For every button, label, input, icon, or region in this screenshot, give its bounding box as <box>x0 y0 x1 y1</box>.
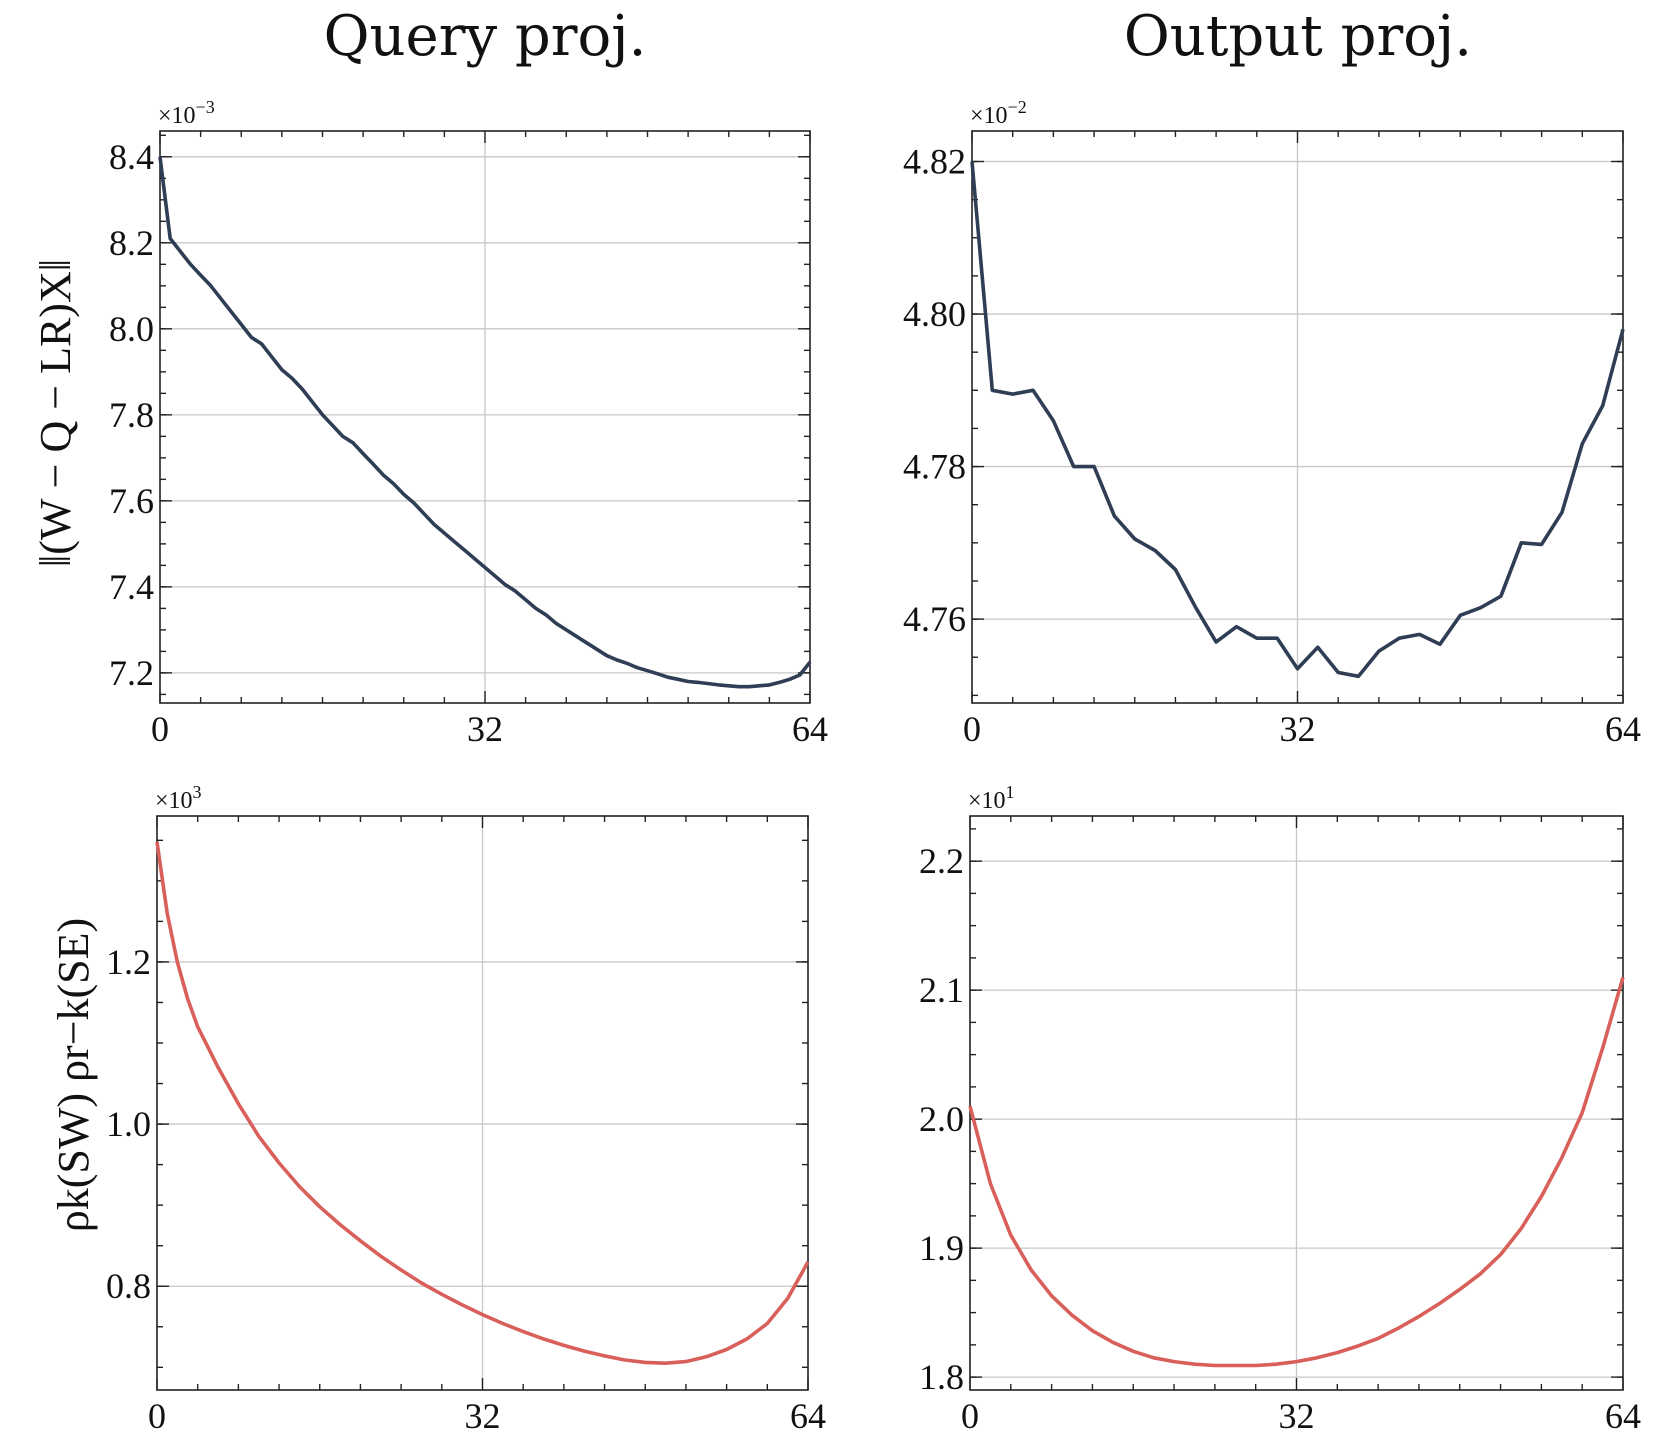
y-tick-label: 2.0 <box>919 1099 964 1139</box>
y-tick-label: 4.76 <box>903 599 966 639</box>
series-line <box>970 161 1625 679</box>
column-title-query: Query proj. <box>324 4 647 69</box>
series-line <box>968 976 1625 1368</box>
y-tick-label: 1.8 <box>919 1357 964 1397</box>
x-tick-label: 0 <box>963 709 981 749</box>
x-tick-label: 32 <box>467 709 503 749</box>
y-tick-label: 1.2 <box>106 942 151 982</box>
x-tick-label: 0 <box>151 709 169 749</box>
y-tick-label: 4.80 <box>903 294 966 334</box>
chart-panel-top-right: 4.76 4.78 4.80 4.82 0 32 64 ×10−2 <box>903 97 1641 749</box>
x-tick-label: 0 <box>148 1396 166 1436</box>
plot-frame <box>971 130 1624 704</box>
series-line <box>155 841 810 1365</box>
y-tick-label: 4.82 <box>903 142 966 182</box>
y-tick-label: 7.6 <box>109 481 154 521</box>
x-tick-label: 64 <box>1605 709 1641 749</box>
column-title-output: Output proj. <box>1124 4 1472 69</box>
x-tick-label: 32 <box>1279 1396 1315 1436</box>
x-tick-label: 0 <box>961 1396 979 1436</box>
x-tick-label: 64 <box>792 709 828 749</box>
x-tick-label: 32 <box>1280 709 1316 749</box>
row-ylabel-top: ‖(W − Q − LR)X‖ <box>31 259 80 567</box>
y-tick-label: 2.2 <box>919 841 964 881</box>
y-tick-label: 2.1 <box>919 970 964 1010</box>
series-line <box>158 156 812 689</box>
y-tick-label: 7.2 <box>109 653 154 693</box>
y-tick-label: 8.0 <box>109 309 154 349</box>
y-tick-label: 4.78 <box>903 447 966 487</box>
chart-panel-bottom-right: 1.8 1.9 2.0 2.1 2.2 0 32 64 ×101 <box>919 782 1641 1436</box>
chart-panel-bottom-left: 0.8 1.0 1.2 0 32 64 ×103 <box>106 782 826 1436</box>
row-ylabel-bottom: ρk(SW) ρr−k(SE) <box>49 918 98 1232</box>
axis-multiplier: ×103 <box>155 782 202 814</box>
axis-multiplier: ×10−2 <box>970 97 1027 129</box>
y-tick-label: 7.8 <box>109 395 154 435</box>
plot-frame <box>969 815 1624 1391</box>
plot-frame <box>156 815 809 1391</box>
x-tick-label: 32 <box>465 1396 501 1436</box>
axis-multiplier: ×10−3 <box>158 97 215 129</box>
chart-panel-top-left: 7.2 7.4 7.6 7.8 8.0 8.2 8.4 0 32 64 ×10−3 <box>109 97 828 749</box>
axis-multiplier: ×101 <box>968 782 1015 814</box>
y-tick-label: 1.0 <box>106 1104 151 1144</box>
y-tick-label: 8.2 <box>109 223 154 263</box>
plot-frame <box>159 130 811 704</box>
y-tick-label: 1.9 <box>919 1228 964 1268</box>
x-tick-label: 64 <box>790 1396 826 1436</box>
y-tick-label: 0.8 <box>106 1266 151 1306</box>
y-tick-label: 7.4 <box>109 567 154 607</box>
y-tick-label: 8.4 <box>109 137 154 177</box>
x-tick-label: 64 <box>1605 1396 1641 1436</box>
